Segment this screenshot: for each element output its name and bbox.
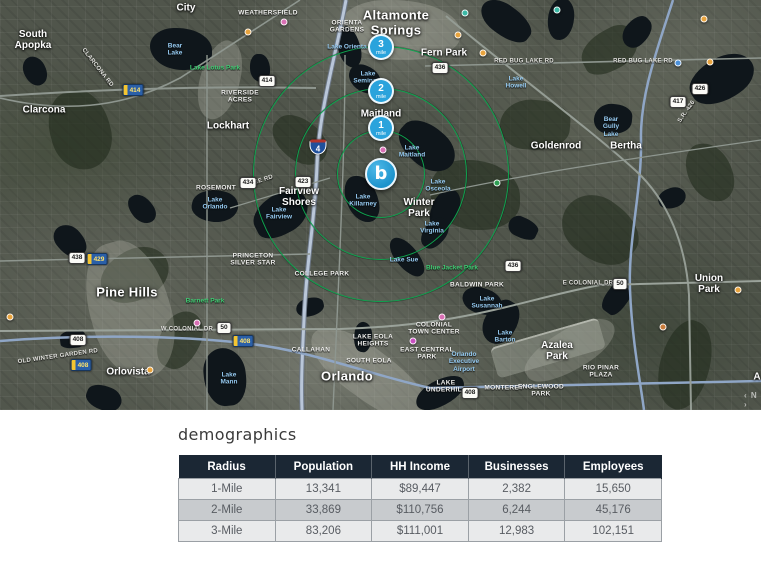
route-shield-434: 434 [239, 177, 257, 189]
table-cell: 2-Mile [178, 499, 276, 521]
route-shield-438: 438 [68, 252, 86, 264]
route-shield-423: 423 [294, 176, 312, 188]
table-cell: 45,176 [564, 499, 662, 521]
route-shield-50: 50 [612, 278, 628, 290]
center-location-marker[interactable]: b [365, 158, 397, 190]
table-column-header: Businesses [468, 455, 566, 479]
mile-marker-2[interactable]: 2 mile [368, 78, 394, 104]
table-cell: 6,244 [467, 499, 566, 521]
poi-marker [479, 49, 487, 57]
route-shield-426: 426 [691, 83, 709, 95]
table-cell: 2,382 [467, 478, 566, 500]
route-shield-414: 414 [122, 84, 144, 96]
north-compass: N [744, 391, 761, 409]
table-cell: 15,650 [564, 478, 662, 500]
road-maitland-blvd [0, 86, 317, 97]
route-shield-408: 408 [461, 387, 479, 399]
poi-marker [493, 179, 501, 187]
mile-marker-number: 2 [378, 83, 384, 94]
demographics-table: Radius Population HH Income Businesses Emplo… [178, 455, 662, 542]
table-cell: 33,869 [274, 499, 373, 521]
mile-marker-unit: mile [375, 94, 387, 100]
poi-marker [674, 59, 682, 67]
poi-marker [454, 31, 462, 39]
table-column-header: Radius [178, 455, 276, 479]
poi-marker [379, 146, 387, 154]
table-row: 1-Mile 13,341 $89,447 2,382 15,650 [178, 478, 662, 500]
table-row: 3-Mile 83,206 $111,001 12,983 102,151 [178, 520, 662, 542]
poi-marker [146, 366, 154, 374]
poi-marker [409, 337, 417, 345]
poi-marker [6, 313, 14, 321]
route-shield-408: 408 [232, 335, 254, 347]
poi-marker [553, 6, 561, 14]
poi-marker [461, 9, 469, 17]
road-417 [628, 0, 675, 410]
mile-marker-unit: mile [375, 50, 387, 56]
table-cell: 1-Mile [178, 478, 276, 500]
poi-marker [659, 323, 667, 331]
table-cell: 83,206 [274, 520, 373, 542]
mile-marker-unit: mile [375, 131, 387, 137]
road-red-bug [424, 57, 761, 67]
road-408 [0, 335, 761, 390]
poi-marker [193, 319, 201, 327]
poi-marker [438, 313, 446, 321]
table-cell: $110,756 [371, 499, 469, 521]
poi-marker [700, 15, 708, 23]
table-header-row: Radius Population HH Income Businesses Emplo… [178, 455, 662, 479]
route-shield-436: 436 [504, 260, 522, 272]
road-colonial [0, 280, 761, 332]
mile-marker-number: 3 [378, 39, 384, 50]
table-row: 2-Mile 33,869 $110,756 6,244 45,176 [178, 499, 662, 521]
poi-marker [734, 286, 742, 294]
table-column-header: HH Income [371, 455, 469, 479]
satellite-map[interactable]: Altamonte Springs Pine Hills Orlando City Fe… [0, 0, 761, 410]
poi-marker [244, 28, 252, 36]
route-shield-436: 436 [431, 62, 449, 74]
table-cell: 3-Mile [178, 520, 276, 542]
table-column-header: Population [275, 455, 373, 479]
demographics-section: demographics Radius Population HH Income Bu… [0, 410, 761, 542]
route-shield-50: 50 [216, 322, 232, 334]
mile-marker-3[interactable]: 3 mile [368, 34, 394, 60]
route-shield-408: 408 [69, 334, 87, 346]
table-cell: 13,341 [274, 478, 373, 500]
table-cell: $111,001 [371, 520, 469, 542]
table-cell: 12,983 [467, 520, 566, 542]
demographics-heading: demographics [178, 425, 297, 444]
table-cell: $89,447 [371, 478, 469, 500]
poi-marker [706, 58, 714, 66]
poi-marker [280, 18, 288, 26]
route-shield-4: 4 [309, 139, 327, 155]
mile-marker-1[interactable]: 1 mile [368, 115, 394, 141]
table-cell: 102,151 [564, 520, 662, 542]
route-shield-408: 408 [70, 359, 92, 371]
road-436 [445, 15, 692, 410]
table-column-header: Employees [564, 455, 662, 479]
route-shield-417: 417 [669, 96, 687, 108]
mile-marker-number: 1 [378, 120, 384, 131]
route-shield-414: 414 [258, 75, 276, 87]
route-shield-429: 429 [86, 253, 108, 265]
